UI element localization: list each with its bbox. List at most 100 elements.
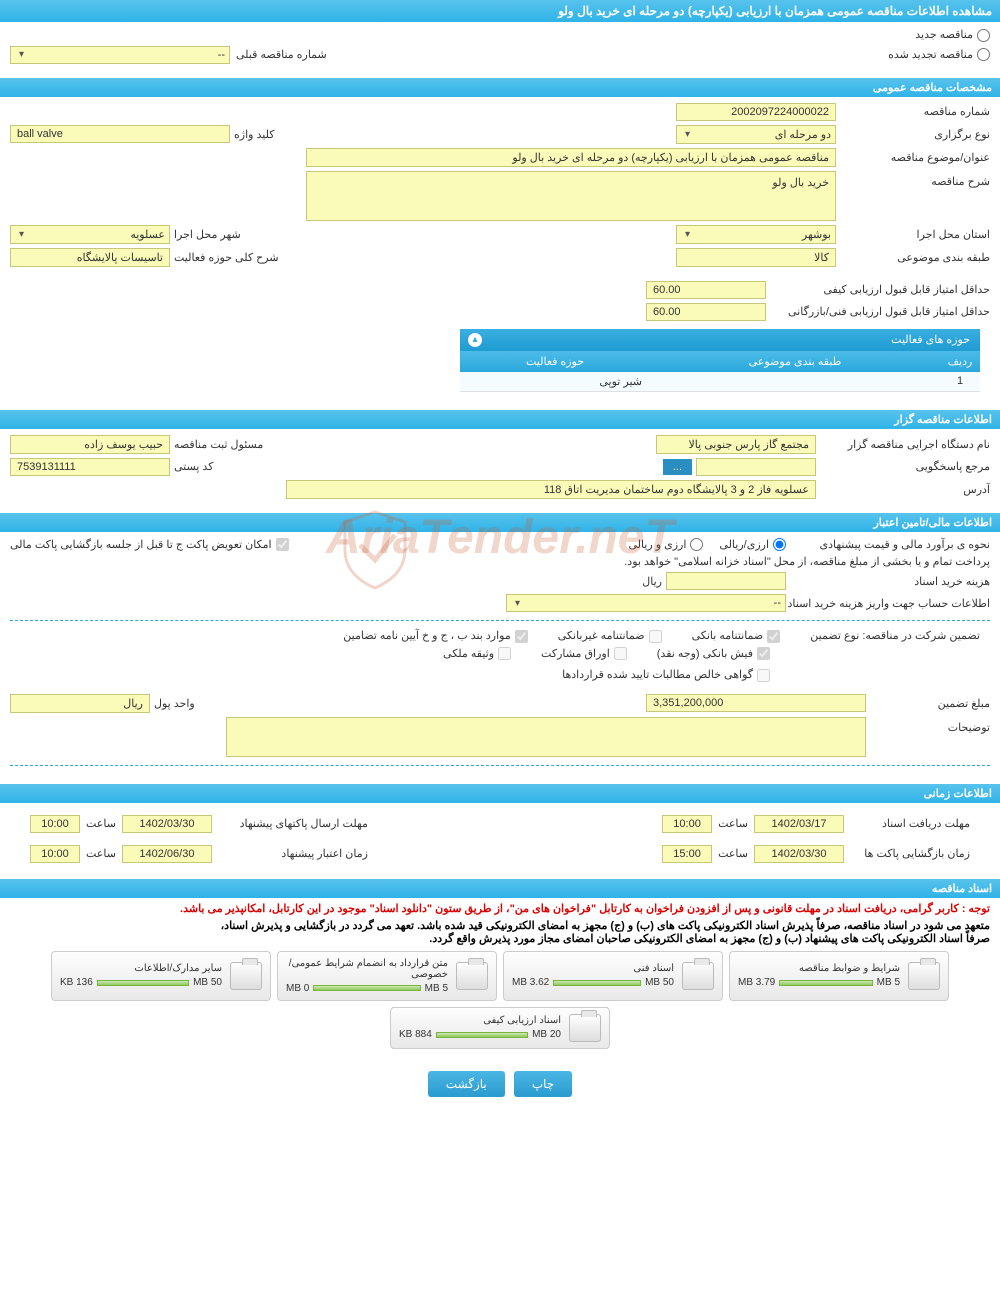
- file-box[interactable]: سایر مدارک/اطلاعات 50 MB 136 KB: [51, 951, 271, 1001]
- doc-deadline-time[interactable]: 10:00: [662, 815, 712, 833]
- file-box[interactable]: شرایط و ضوابط مناقصه 5 MB 3.79 MB: [729, 951, 949, 1001]
- desc-label: شرح مناقصه: [840, 171, 990, 188]
- activity-table-header[interactable]: حوزه های فعالیت ▴: [460, 329, 980, 351]
- activity-table: حوزه های فعالیت ▴ ردیف طبقه بندی موضوعی …: [460, 329, 980, 392]
- contact-field[interactable]: [696, 458, 816, 476]
- doc-deadline-date[interactable]: 1402/03/17: [754, 815, 844, 833]
- tech-score-field[interactable]: 60.00: [646, 303, 766, 321]
- notice-red: توجه : کاربر گرامی، دریافت اسناد در مهلت…: [0, 898, 1000, 919]
- financial-content: نحوه ی برآورد مالی و قیمت پیشنهادی ارزی/…: [0, 532, 1000, 780]
- city-select[interactable]: عسلویه ▾: [10, 225, 170, 244]
- validity-time[interactable]: 10:00: [30, 845, 80, 863]
- radio-new[interactable]: [977, 29, 990, 42]
- section-docs: اسناد مناقصه: [0, 879, 1000, 898]
- doc-cost-unit: ریال: [642, 575, 662, 588]
- cb-bank-guarantee[interactable]: [767, 630, 780, 643]
- keyword-field[interactable]: ball valve: [10, 125, 230, 143]
- prev-number-select[interactable]: -- ▾: [10, 46, 230, 64]
- city-label: شهر محل اجرا: [174, 228, 241, 241]
- opening-time[interactable]: 15:00: [662, 845, 712, 863]
- print-button[interactable]: چاپ: [514, 1071, 572, 1097]
- cb-nonbank-guarantee-label[interactable]: ضمانتنامه غیربانکی: [558, 629, 662, 643]
- cb-bonds-label[interactable]: اوراق مشارکت: [541, 647, 627, 661]
- section-financial: اطلاعات مالی/تامین اعتبار: [0, 513, 1000, 532]
- guarantee-amount-label: مبلغ تضمین: [870, 697, 990, 710]
- desc-textarea[interactable]: خرید بال ولو: [306, 171, 836, 221]
- row-subject: [650, 372, 940, 392]
- button-bar: چاپ بازگشت: [0, 1059, 1000, 1109]
- auction-type-block: مناقصه جدید مناقصه تجدید شده شماره مناقص…: [0, 22, 1000, 74]
- quality-score-field[interactable]: 60.00: [646, 281, 766, 299]
- radio-renewed-label[interactable]: مناقصه تجدید شده: [888, 48, 990, 62]
- postal-label: کد پستی: [174, 460, 213, 473]
- file-box[interactable]: اسناد فنی 50 MB 3.62 MB: [503, 951, 723, 1001]
- cb-net-receivables-label[interactable]: گواهی خالص مطالبات تایید شده قراردادها: [562, 668, 770, 682]
- cb-property-label[interactable]: وثیقه ملکی: [443, 647, 511, 661]
- province-label: استان محل اجرا: [840, 228, 990, 241]
- address-label: آدرس: [820, 483, 990, 496]
- radio-new-label[interactable]: مناقصه جدید: [915, 28, 990, 42]
- collapse-icon[interactable]: ▴: [468, 333, 482, 347]
- proposal-deadline-time[interactable]: 10:00: [30, 815, 80, 833]
- cb-net-receivables[interactable]: [757, 669, 770, 682]
- browse-button[interactable]: ...: [663, 459, 692, 475]
- radio-renewed[interactable]: [977, 48, 990, 61]
- province-value: بوشهر: [802, 228, 831, 241]
- radio-rial[interactable]: [773, 538, 786, 551]
- cb-bank-receipt[interactable]: [757, 647, 770, 660]
- file-progress-bar: [436, 1032, 528, 1038]
- guarantee-amount-field[interactable]: 3,351,200,000: [646, 694, 866, 712]
- radio-fx-label[interactable]: ارزی و ریالی: [628, 538, 703, 552]
- cb-regulation[interactable]: [515, 630, 528, 643]
- address-field[interactable]: عسلویه فاز 2 و 3 پالایشگاه دوم ساختمان م…: [286, 480, 816, 499]
- type-select[interactable]: دو مرحله ای ▾: [676, 125, 836, 144]
- cb-nonbank-guarantee-text: ضمانتنامه غیربانکی: [558, 630, 645, 642]
- cb-regulation-label[interactable]: موارد بند ب ، ج و خ آیین نامه تضامین: [343, 629, 527, 643]
- folder-icon: [682, 962, 714, 990]
- chevron-down-icon: ▾: [19, 49, 24, 60]
- subject-label: طبقه بندی موضوعی: [840, 251, 990, 264]
- file-size: 3.62 MB: [512, 977, 549, 988]
- radio-rial-label[interactable]: ارزی/ریالی: [719, 538, 786, 552]
- general-info-content: شماره مناقصه 2002097224000022 نوع برگزار…: [0, 97, 1000, 406]
- file-title: اسناد فنی: [512, 963, 674, 974]
- cb-bank-receipt-label[interactable]: فیش بانکی (وجه نقد): [657, 647, 770, 661]
- account-select[interactable]: -- ▾: [506, 594, 786, 612]
- proposal-deadline-date[interactable]: 1402/03/30: [122, 815, 212, 833]
- guarantee-notes-textarea[interactable]: [226, 717, 866, 757]
- file-progress-bar: [553, 980, 641, 986]
- cb-nonbank-guarantee[interactable]: [649, 630, 662, 643]
- radio-new-text: مناقصه جدید: [915, 29, 973, 41]
- cb-bonds[interactable]: [614, 647, 627, 660]
- title-field[interactable]: مناقصه عمومی همزمان با ارزیابی (یکپارچه)…: [306, 148, 836, 167]
- doc-deadline-label: مهلت دریافت اسناد: [850, 817, 970, 830]
- prev-number-value: --: [218, 49, 225, 61]
- file-info: سایر مدارک/اطلاعات 50 MB 136 KB: [60, 963, 222, 988]
- swap-label[interactable]: امکان تعویض پاکت ج تا قبل از جلسه بازگشا…: [10, 538, 289, 552]
- file-limit: 20 MB: [532, 1029, 561, 1040]
- file-limit: 5 MB: [877, 977, 900, 988]
- file-progress-bar: [313, 985, 420, 991]
- cb-property[interactable]: [498, 647, 511, 660]
- postal-field[interactable]: 7539131111: [10, 458, 170, 476]
- page-title: مشاهده اطلاعات مناقصه عمومی همزمان با ار…: [558, 4, 992, 18]
- opening-date[interactable]: 1402/03/30: [754, 845, 844, 863]
- folder-icon: [456, 962, 488, 990]
- doc-cost-field[interactable]: [666, 572, 786, 590]
- file-title: سایر مدارک/اطلاعات: [60, 963, 222, 974]
- time-label: ساعت: [86, 847, 116, 860]
- notice-black-1: متعهد می شود در اسناد مناقصه، صرفاً پذیر…: [0, 919, 1000, 932]
- swap-checkbox[interactable]: [276, 538, 289, 551]
- keyword-label: کلید واژه: [234, 128, 274, 141]
- file-box[interactable]: اسناد ارزیابی کیفی 20 MB 884 KB: [390, 1007, 610, 1049]
- col-subject: طبقه بندی موضوعی: [650, 351, 940, 372]
- validity-date[interactable]: 1402/06/30: [122, 845, 212, 863]
- activity-table-title: حوزه های فعالیت: [891, 334, 970, 346]
- back-button[interactable]: بازگشت: [428, 1071, 505, 1097]
- file-box[interactable]: متن قرارداد به انضمام شرایط عمومی/خصوصی …: [277, 951, 497, 1001]
- file-title: اسناد ارزیابی کیفی: [399, 1015, 561, 1026]
- file-info: شرایط و ضوابط مناقصه 5 MB 3.79 MB: [738, 963, 900, 988]
- province-select[interactable]: بوشهر ▾: [676, 225, 836, 244]
- cb-bank-guarantee-label[interactable]: ضمانتنامه بانکی: [692, 629, 781, 643]
- radio-fx[interactable]: [690, 538, 703, 551]
